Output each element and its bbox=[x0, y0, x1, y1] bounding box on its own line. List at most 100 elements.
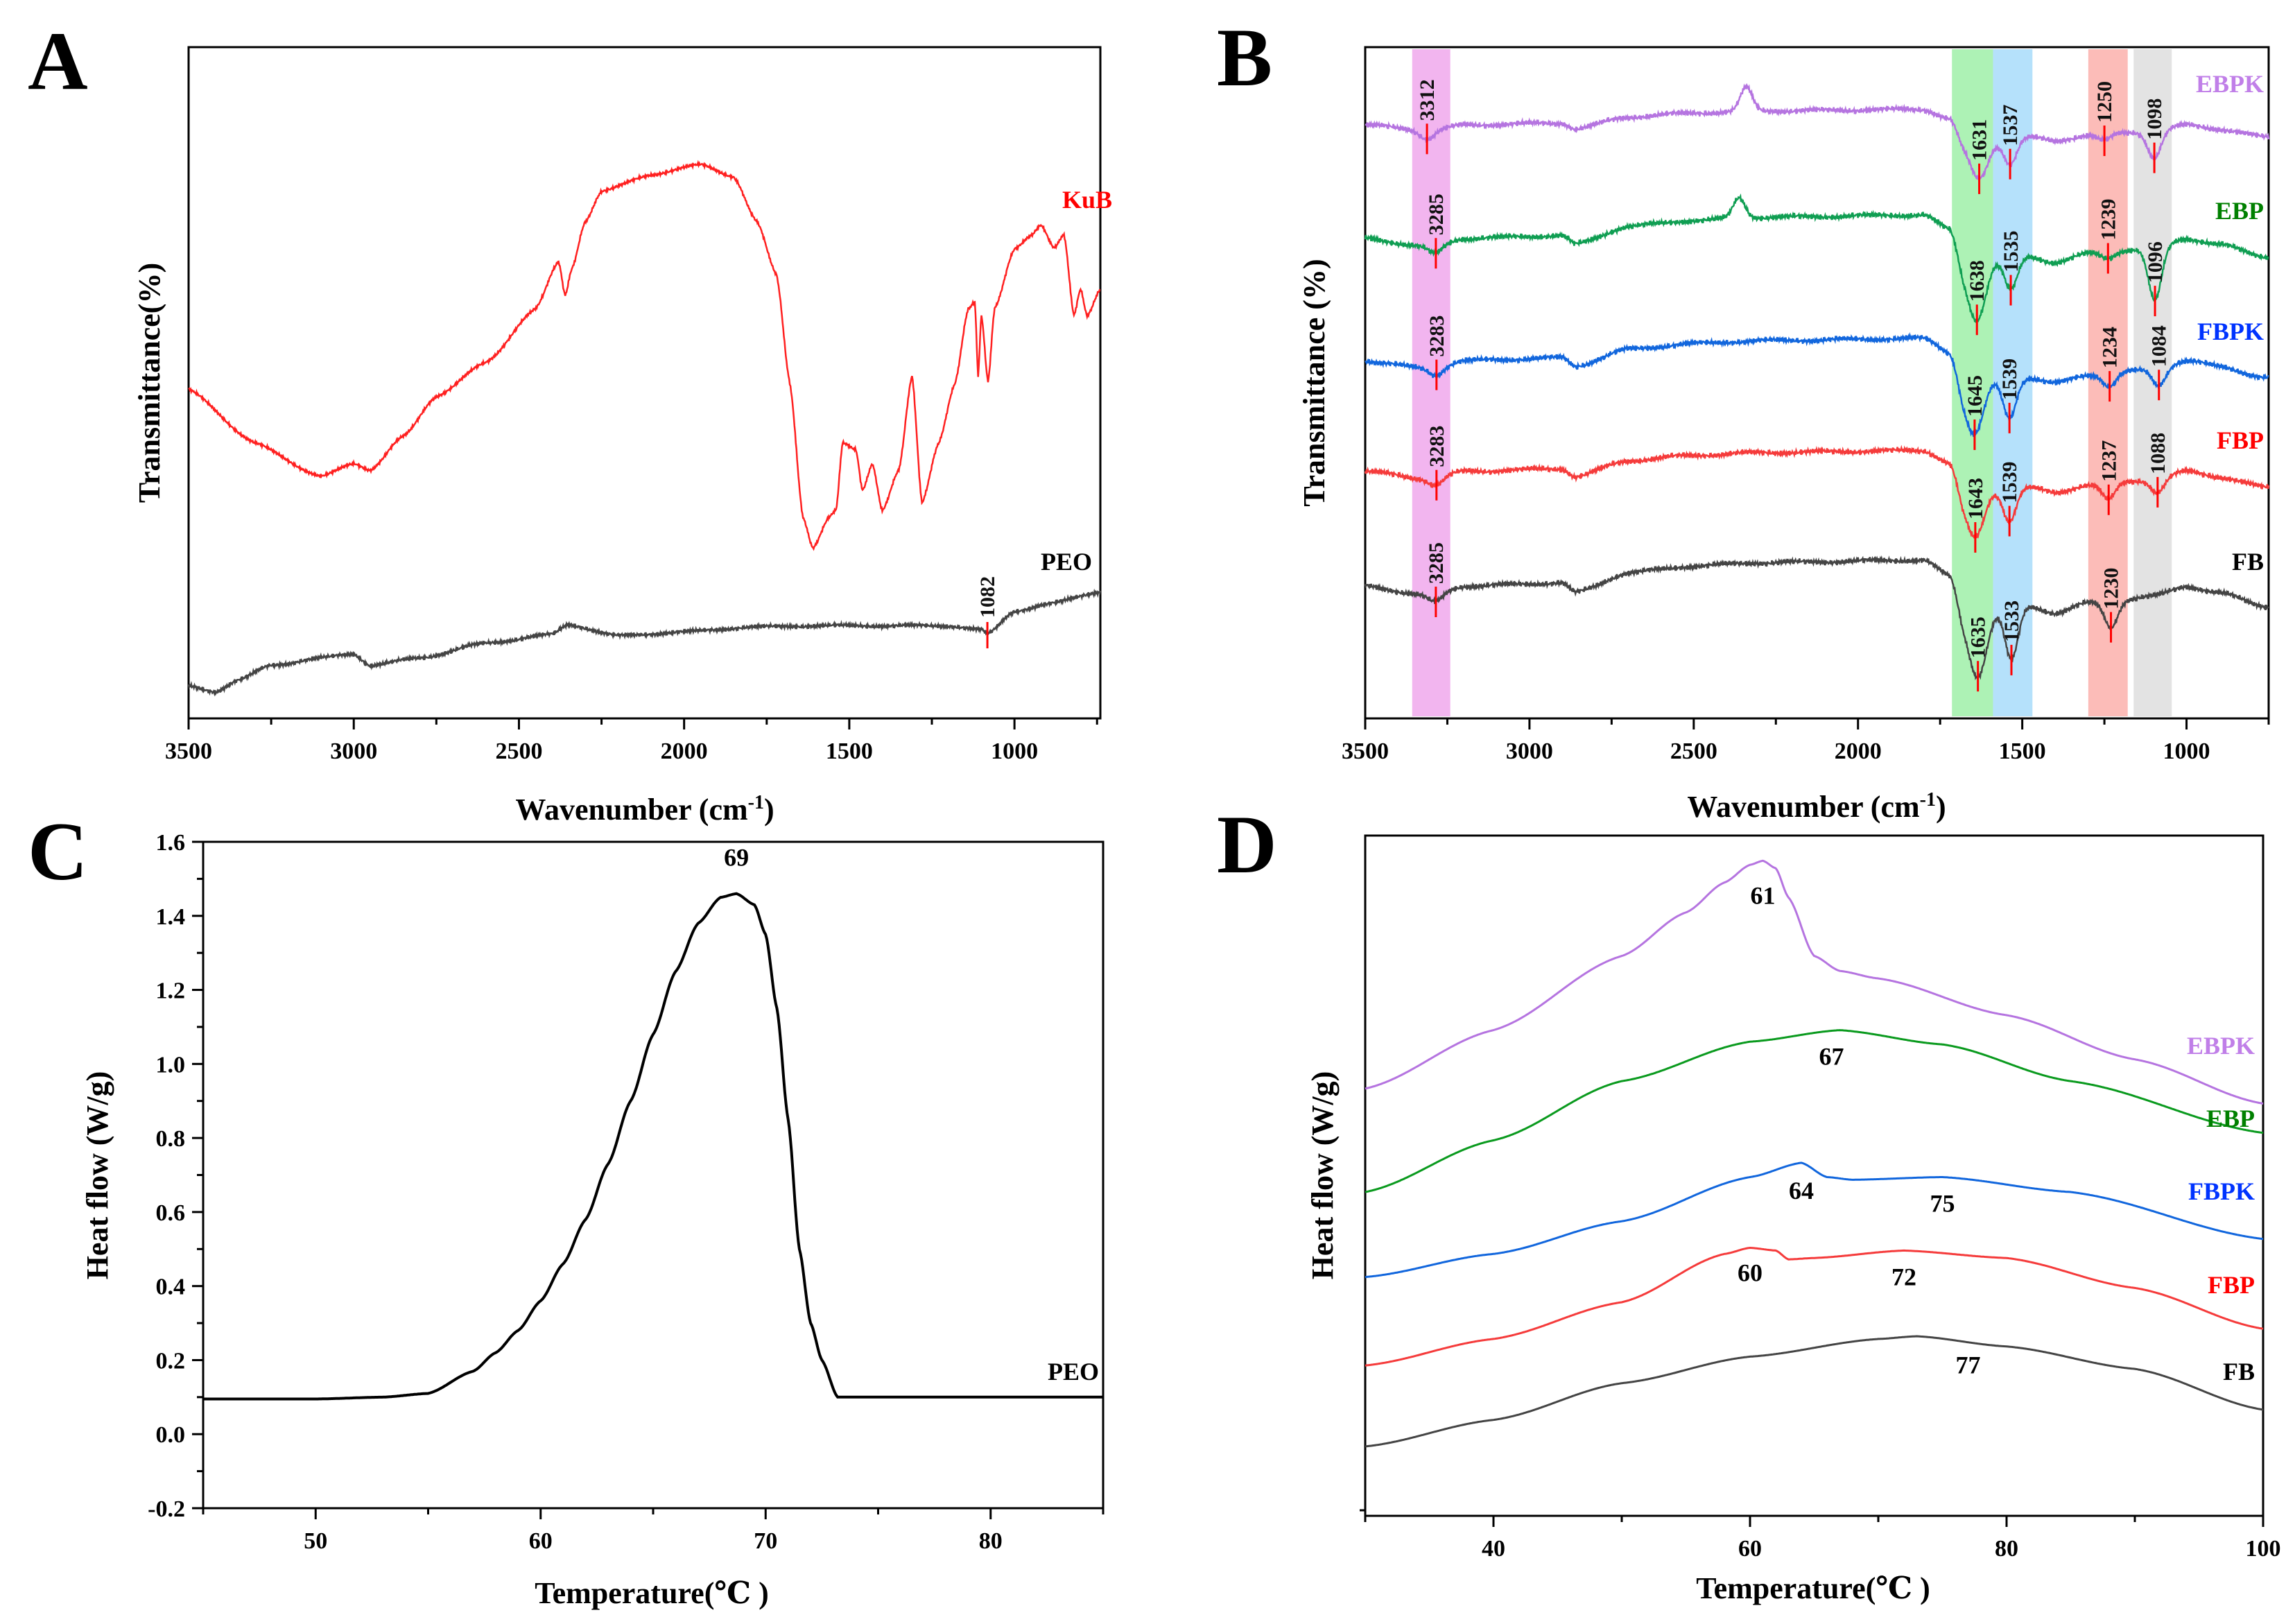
legend-label-peo: PEO bbox=[1041, 548, 1092, 576]
plots: 3500 3000 2500 2000 1500 1000 KuB PEO 1082 3500 30… bbox=[148, 46, 2281, 1562]
y-tick-label: 0.2 bbox=[156, 1348, 186, 1374]
x-tick-label: 40 bbox=[1482, 1536, 1505, 1562]
x-tick-label: 1000 bbox=[991, 738, 1038, 764]
panel-c-axes: 50 60 70 80 -0.2 0.0 0.2 0.4 0.6 0.8 1.0 1.2 1.4 1.6 P… bbox=[148, 830, 1105, 1554]
panel-b-x-axis-title: Wavenumber (cm-1) bbox=[1687, 789, 1946, 824]
plot-frame bbox=[1364, 834, 2264, 1517]
y-tick-label: 0.8 bbox=[156, 1126, 186, 1152]
peak-label: 1539 bbox=[1998, 359, 2021, 400]
peak-label: 67 bbox=[1819, 1043, 1844, 1071]
peak-label: 1638 bbox=[1966, 260, 1989, 302]
y-tick-label: 1.6 bbox=[156, 830, 186, 856]
peak-label: 1234 bbox=[2099, 327, 2122, 368]
peak-label: 1533 bbox=[2000, 601, 2023, 642]
x-tick-label: 2000 bbox=[1835, 738, 1882, 764]
highlight-band bbox=[2133, 49, 2172, 716]
panel-a-y-axis-title: Transmittance(%) bbox=[132, 263, 166, 503]
panel-d-axes: 40 60 80 100 EBPK 61 EBP 67 FBPK 64 75 FBP 60 72 FB 77 bbox=[1360, 834, 2281, 1562]
x-tick-label: 1500 bbox=[826, 738, 873, 764]
panel-letter-c: C bbox=[28, 805, 88, 897]
plot-frame bbox=[187, 46, 1102, 720]
panel-letter-d: D bbox=[1217, 798, 1277, 890]
series-line-fbp bbox=[1365, 1246, 2264, 1367]
series-line-fb bbox=[1364, 555, 2269, 682]
legend-label-fbpk: FBPK bbox=[2197, 318, 2264, 345]
peak-label: 64 bbox=[1789, 1177, 1814, 1204]
legend-label-fb: FB bbox=[2223, 1358, 2255, 1385]
y-tick-label: 1.2 bbox=[156, 978, 186, 1004]
peak-label: 1230 bbox=[2100, 568, 2123, 610]
peak-label: 1635 bbox=[1967, 616, 1990, 658]
series-line-peo bbox=[187, 588, 1102, 697]
legend-label-fb: FB bbox=[2232, 548, 2264, 576]
series-line-fbpk bbox=[1365, 1161, 2264, 1279]
series-line-fbpk bbox=[1365, 331, 2269, 438]
peak-label: 3312 bbox=[1416, 79, 1439, 121]
x-tick-label: 2500 bbox=[495, 738, 542, 764]
x-tick-label: 2500 bbox=[1670, 738, 1717, 764]
peak-label: 1239 bbox=[2097, 199, 2120, 241]
y-tick-label: 0.0 bbox=[156, 1422, 186, 1448]
peak-label: 1535 bbox=[2000, 231, 2023, 273]
peak-label: 1237 bbox=[2097, 440, 2120, 482]
y-tick-label: -0.2 bbox=[148, 1496, 185, 1522]
panel-letter-b: B bbox=[1217, 11, 1272, 103]
legend-label-kub: KuB bbox=[1062, 186, 1112, 214]
plot-frame bbox=[202, 840, 1105, 1510]
panel-c-y-axis-title: Heat flow (W/g) bbox=[80, 1071, 114, 1280]
y-tick-label: 0.4 bbox=[156, 1275, 186, 1300]
peak-label: 1082 bbox=[976, 576, 999, 618]
series-line-peo bbox=[203, 892, 1103, 1401]
x-tick-label: 50 bbox=[304, 1528, 327, 1554]
legend-label-ebp: EBP bbox=[2206, 1105, 2255, 1132]
peak-label: 1645 bbox=[1964, 375, 1986, 417]
x-tick-label: 3500 bbox=[165, 738, 212, 764]
x-tick-label: 2000 bbox=[661, 738, 708, 764]
peak-label: 1098 bbox=[2143, 98, 2166, 140]
x-tick-label: 3000 bbox=[1506, 738, 1553, 764]
x-tick-label: 70 bbox=[754, 1528, 777, 1554]
x-tick-label: 100 bbox=[2246, 1536, 2281, 1562]
x-tick-label: 80 bbox=[1995, 1536, 2018, 1562]
panel-c-x-axis-title: Temperature(℃ ) bbox=[535, 1576, 768, 1610]
x-tick-label: 3500 bbox=[1342, 738, 1389, 764]
x-tick-label: 1500 bbox=[1999, 738, 2046, 764]
peak-label: 69 bbox=[724, 844, 749, 872]
legend-label-fbp: FBP bbox=[2217, 426, 2264, 454]
peak-label: 77 bbox=[1956, 1351, 1981, 1379]
peak-label: 1643 bbox=[1964, 478, 1987, 519]
highlight-band bbox=[1993, 49, 2033, 716]
peak-label: 72 bbox=[1891, 1263, 1916, 1290]
legend-label-peo: PEO bbox=[1048, 1358, 1099, 1385]
x-tick-label: 3000 bbox=[330, 738, 377, 764]
peak-label: 75 bbox=[1930, 1189, 1955, 1217]
peak-label: 1537 bbox=[1999, 105, 2022, 146]
series-line-kub bbox=[188, 159, 1101, 551]
peak-label: 3285 bbox=[1425, 193, 1448, 235]
series-line-fbp bbox=[1364, 444, 2270, 539]
x-tick-label: 60 bbox=[1738, 1536, 1762, 1562]
panel-b-axes: 3500 3000 2500 2000 1500 1000 3312 1631 1537 1250… bbox=[1342, 46, 2270, 764]
y-tick-label: 0.6 bbox=[156, 1200, 186, 1226]
plot-frame bbox=[1364, 46, 2270, 720]
peak-label: 3283 bbox=[1426, 316, 1448, 357]
panel-letter-a: A bbox=[28, 15, 88, 107]
peak-label: 1539 bbox=[1998, 461, 2021, 503]
series-line-ebpk bbox=[1365, 859, 2264, 1105]
x-tick-label: 80 bbox=[979, 1528, 1003, 1554]
panel-d-x-axis-title: Temperature(℃ ) bbox=[1696, 1571, 1930, 1605]
y-tick-label: 1.4 bbox=[156, 904, 186, 930]
peak-label: 60 bbox=[1738, 1259, 1763, 1286]
panel-a-x-axis-title: Wavenumber (cm-1) bbox=[515, 792, 774, 827]
peak-label: 1096 bbox=[2144, 241, 2167, 283]
peak-label: 61 bbox=[1751, 881, 1776, 909]
peak-label: 1088 bbox=[2147, 433, 2170, 474]
series-line-ebp bbox=[1364, 193, 2269, 323]
legend-label-ebp: EBP bbox=[2215, 197, 2264, 225]
peak-label: 1631 bbox=[1968, 119, 1991, 161]
legend-label-fbp: FBP bbox=[2208, 1271, 2255, 1299]
series-line-ebpk bbox=[1365, 83, 2270, 181]
x-tick-label: 60 bbox=[529, 1528, 553, 1554]
peak-label: 1250 bbox=[2093, 81, 2116, 123]
